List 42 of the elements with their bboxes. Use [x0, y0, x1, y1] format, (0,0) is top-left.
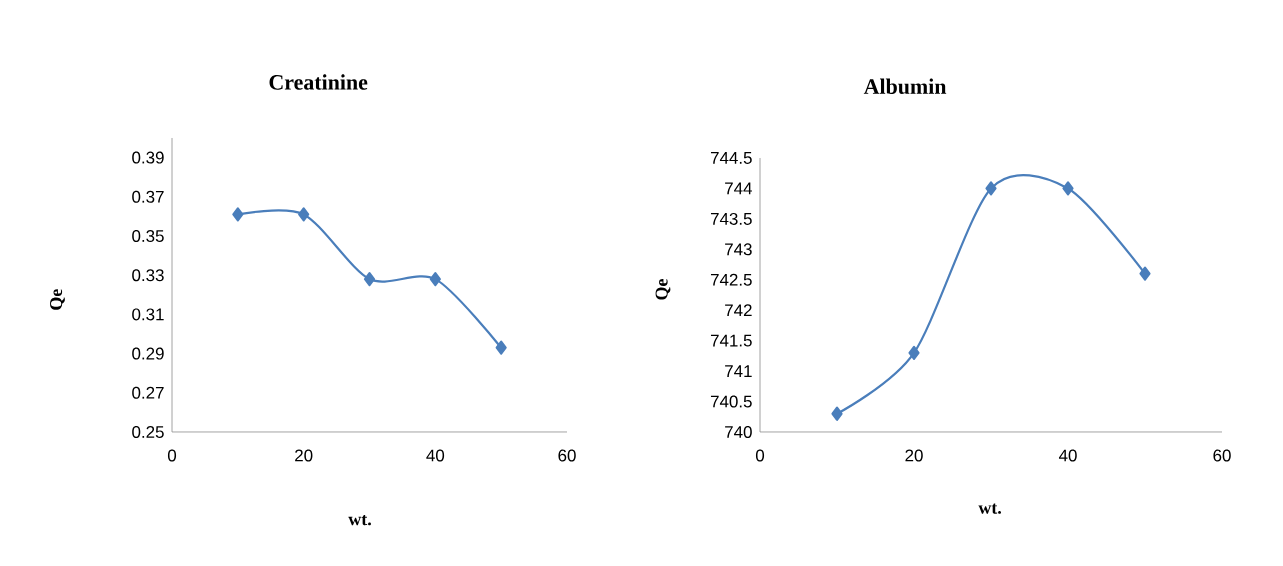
y-tick-label: 742.5 — [710, 273, 752, 286]
y-tick-label: 744.5 — [710, 152, 752, 164]
y-tick-label: 0.33 — [132, 269, 164, 282]
y-tick-label: 743.5 — [710, 212, 752, 225]
y-tick-label: 743 — [725, 243, 752, 256]
y-tick-label: 744 — [725, 182, 752, 195]
y-axis-title: Qe — [50, 289, 65, 310]
x-tick-label: 60 — [1213, 449, 1231, 462]
y-tick-label: 0.31 — [132, 308, 164, 321]
point — [429, 272, 441, 287]
y-tick-label: 0.29 — [132, 347, 164, 360]
point — [831, 406, 843, 421]
y-tick-label: 0.35 — [132, 229, 164, 242]
y-axis-title: Qe — [655, 279, 671, 300]
point — [1139, 266, 1151, 281]
point — [985, 181, 997, 196]
chart-title: Creatinine — [269, 74, 368, 90]
point — [363, 272, 376, 287]
y-tick-label: 742 — [725, 304, 752, 317]
x-tick-label: 60 — [558, 449, 576, 462]
x-axis-title: wt. — [978, 503, 1001, 514]
y-tick-label: 0.25 — [132, 425, 164, 438]
point — [1062, 181, 1074, 196]
point — [908, 345, 920, 360]
point — [495, 340, 507, 355]
x-tick-label: 20 — [905, 449, 923, 462]
y-tick-label: 741 — [725, 365, 752, 377]
point — [232, 207, 244, 222]
x-tick-label: 20 — [295, 449, 313, 462]
chart-title: Albumin — [863, 78, 947, 94]
x-tick-label: 40 — [1058, 449, 1077, 462]
y-tick-label: 740.5 — [710, 395, 752, 408]
x-tick-label: 0 — [755, 449, 765, 462]
y-tick-label: 741.5 — [710, 334, 752, 347]
y-tick-label: 0.37 — [132, 190, 164, 203]
y-tick-label: 0.27 — [132, 386, 164, 399]
y-tick-label: 740 — [725, 425, 752, 438]
x-axis-title: wt. — [348, 515, 371, 526]
y-tick-label: 0.39 — [132, 151, 164, 164]
point — [298, 207, 310, 222]
x-tick-label: 40 — [426, 449, 445, 462]
x-tick-label: 0 — [167, 449, 177, 462]
